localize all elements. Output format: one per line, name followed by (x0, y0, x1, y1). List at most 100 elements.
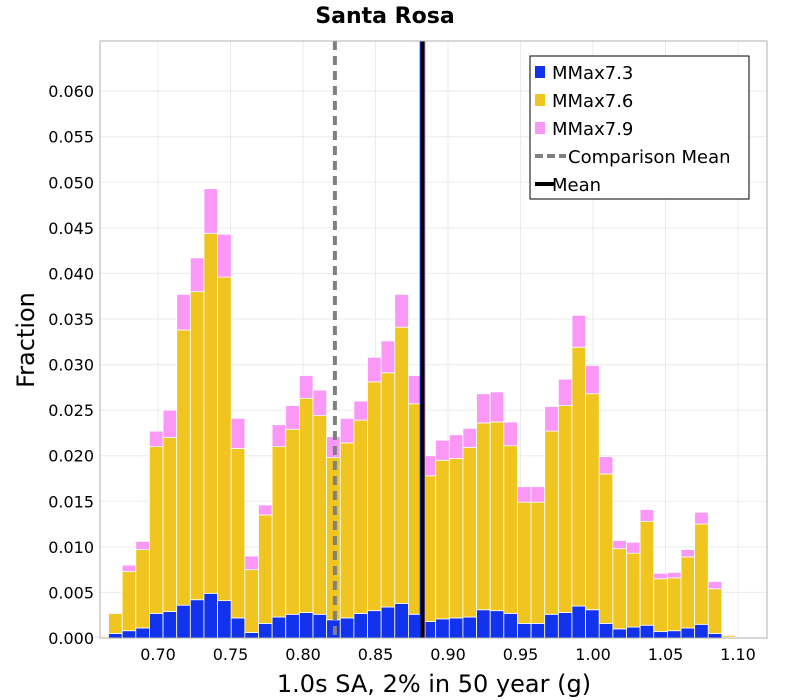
bar-mmax7-9 (271, 424, 287, 447)
bar-mmax7-3 (598, 623, 614, 639)
bar-mmax7-6 (353, 419, 368, 614)
bar-mmax7-9 (149, 430, 164, 447)
y-tick-label: 0.010 (48, 538, 94, 557)
bar-mmax7-9 (557, 378, 573, 406)
bar-mmax7-3 (476, 609, 491, 639)
bar-mmax7-9 (462, 427, 477, 448)
bar-mmax7-9 (448, 434, 464, 459)
bar-mmax7-6 (339, 442, 355, 619)
bar-mmax7-3 (653, 631, 668, 639)
x-tick-label: 0.75 (213, 645, 249, 664)
bar-mmax7-9 (285, 405, 300, 430)
bar-mmax7-6 (244, 569, 259, 633)
bar-mmax7-3 (639, 624, 655, 639)
bar-mmax7-6 (285, 428, 300, 615)
y-tick-label: 0.050 (48, 173, 94, 192)
bar-mmax7-3 (612, 628, 627, 639)
bar-mmax7-6 (612, 548, 627, 630)
bar-mmax7-6 (135, 549, 150, 629)
bar-mmax7-3 (448, 617, 464, 639)
x-axis-ticks: 0.70 0.75 0.80 0.85 0.90 0.95 1.00 1.05 1.10 (140, 645, 756, 664)
bar-mmax7-9 (394, 293, 409, 328)
legend-label-comparison-mean: Comparison Mean (568, 147, 731, 168)
bar-mmax7-9 (626, 541, 641, 554)
y-tick-label: 0.045 (48, 219, 94, 238)
bar-mmax7-6 (435, 459, 450, 620)
bar-mmax7-6 (298, 397, 314, 613)
x-tick-label: 0.90 (430, 645, 466, 664)
bar-mmax7-6 (271, 446, 287, 618)
bar-mmax7-6 (149, 446, 164, 614)
bar-mmax7-6 (217, 276, 232, 602)
y-tick-label: 0.035 (48, 310, 94, 329)
y-tick-label: 0.005 (48, 583, 94, 602)
bar-mmax7-9 (544, 406, 559, 432)
bar-mmax7-3 (285, 613, 300, 639)
chart-title: Santa Rosa (315, 4, 454, 29)
bar-mmax7-3 (149, 612, 164, 639)
bar-mmax7-9 (585, 365, 600, 395)
legend-swatch-mmax7-9 (535, 122, 545, 134)
bar-mmax7-9 (367, 356, 382, 383)
y-tick-label: 0.030 (48, 356, 94, 375)
bar-mmax7-6 (394, 326, 409, 604)
bar-mmax7-9 (489, 391, 505, 423)
bar-mmax7-6 (694, 523, 709, 625)
bar-mmax7-9 (721, 633, 736, 636)
bar-mmax7-6 (639, 520, 655, 626)
x-tick-label: 0.80 (285, 645, 321, 664)
bar-mmax7-9 (189, 257, 205, 293)
bar-mmax7-3 (230, 617, 246, 639)
bar-mmax7-6 (653, 578, 668, 633)
bar-mmax7-3 (258, 623, 273, 639)
bar-mmax7-9 (244, 555, 259, 571)
legend-swatch-mmax7-3 (535, 66, 545, 78)
legend-swatch-mmax7-6 (535, 94, 545, 106)
bar-mmax7-6 (312, 415, 328, 615)
bar-mmax7-6 (189, 291, 205, 601)
bar-mmax7-9 (298, 375, 314, 399)
bar-mmax7-6 (680, 556, 696, 629)
bar-mmax7-3 (694, 623, 709, 639)
bar-mmax7-6 (557, 405, 573, 613)
bar-mmax7-9 (176, 293, 191, 331)
bar-mmax7-6 (517, 501, 532, 624)
bar-mmax7-6 (108, 612, 123, 634)
bar-mmax7-3 (489, 610, 505, 639)
bar-mmax7-6 (476, 422, 491, 611)
bar-mmax7-3 (298, 612, 314, 639)
bar-mmax7-3 (626, 626, 641, 639)
bar-mmax7-3 (108, 633, 123, 639)
bar-mmax7-9 (476, 393, 491, 424)
bar-mmax7-3 (271, 616, 287, 639)
bar-mmax7-9 (653, 572, 668, 580)
x-axis-label: 1.0s SA, 2% in 50 year (g) (277, 670, 591, 698)
bar-mmax7-6 (544, 430, 559, 615)
bar-mmax7-3 (544, 613, 559, 639)
bar-mmax7-3 (176, 604, 191, 639)
bar-mmax7-6 (707, 588, 723, 634)
bar-mmax7-6 (530, 501, 546, 624)
bar-mmax7-3 (435, 618, 450, 639)
bar-mmax7-3 (339, 617, 355, 639)
bar-mmax7-9 (353, 400, 368, 421)
bar-mmax7-9 (217, 233, 232, 278)
legend-label-mmax7-6: MMax7.6 (552, 91, 633, 112)
plot-frame (99, 40, 768, 639)
bar-mmax7-9 (530, 486, 546, 503)
bar-mmax7-9 (135, 540, 150, 550)
bar-mmax7-9 (694, 511, 709, 525)
bar-mmax7-3 (517, 623, 532, 639)
bar-mmax7-9 (612, 540, 627, 550)
bar-mmax7-3 (530, 623, 546, 639)
bar-mmax7-6 (462, 447, 477, 618)
bar-mmax7-9 (517, 486, 532, 503)
bar-mmax7-6 (258, 514, 273, 624)
x-tick-label: 1.05 (648, 645, 684, 664)
bar-mmax7-9 (680, 549, 696, 558)
bar-mmax7-3 (217, 600, 232, 639)
legend: MMax7.3 MMax7.6 MMax7.9 Comparison Mean Mean (529, 55, 750, 200)
bar-mmax7-6 (121, 571, 137, 632)
x-tick-label: 0.95 (503, 645, 539, 664)
